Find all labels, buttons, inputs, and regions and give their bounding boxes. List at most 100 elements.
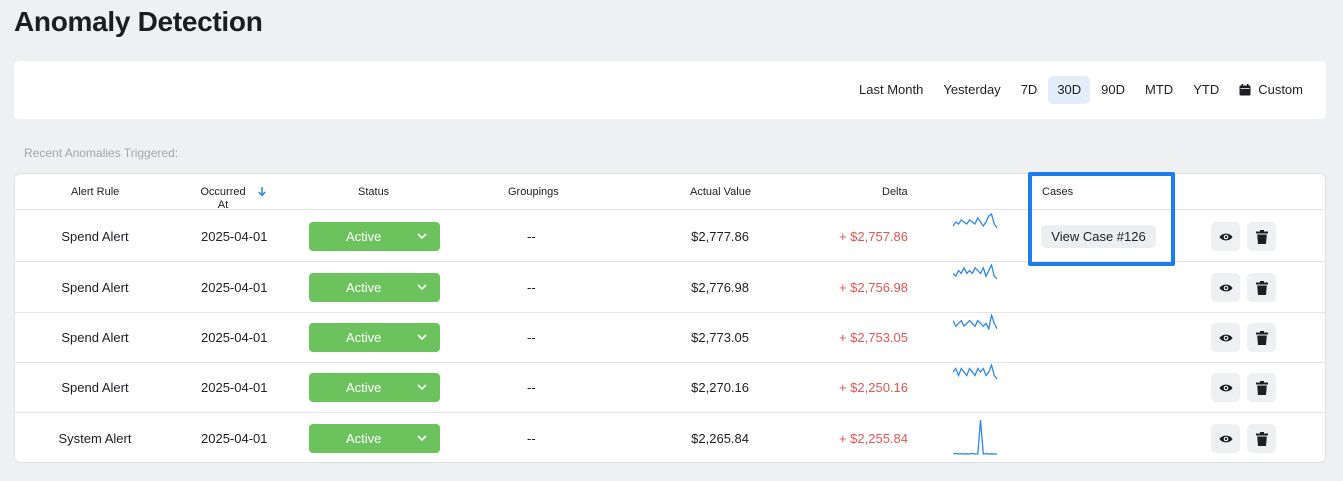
range-7d[interactable]: 7D bbox=[1020, 82, 1038, 97]
trash-icon bbox=[1255, 380, 1268, 395]
sparkline-line bbox=[953, 264, 997, 280]
sparkline-chart bbox=[953, 364, 997, 380]
chevron-down-icon bbox=[417, 233, 427, 240]
delete-button[interactable] bbox=[1247, 424, 1276, 453]
date-range-selector: Last Month Yesterday 7D 30D 90D MTD YTD … bbox=[850, 75, 1312, 105]
trash-icon bbox=[1255, 431, 1268, 446]
sparkline-line bbox=[953, 364, 997, 380]
delta-cell: + $2,255.84 bbox=[838, 431, 908, 446]
chevron-down-icon bbox=[417, 384, 427, 391]
status-label: Active bbox=[346, 431, 382, 446]
alert-rule-cell: Spend Alert bbox=[61, 330, 129, 345]
view-button[interactable] bbox=[1211, 222, 1240, 251]
range-custom-label: Custom bbox=[1258, 82, 1303, 97]
eye-icon bbox=[1219, 435, 1232, 442]
status-dropdown[interactable]: Active bbox=[309, 273, 440, 302]
actual-value-cell: $2,777.86 bbox=[691, 229, 749, 244]
chevron-down-icon bbox=[417, 435, 427, 442]
table-header: Alert Rule Occurred At Status Groupings … bbox=[15, 174, 1325, 211]
status-label: Active bbox=[346, 280, 382, 295]
eye-icon bbox=[1219, 284, 1232, 291]
status-dropdown[interactable]: Active bbox=[309, 373, 440, 402]
anomalies-table: Alert Rule Occurred At Status Groupings … bbox=[14, 173, 1326, 463]
delete-button[interactable] bbox=[1247, 373, 1276, 402]
section-label: Recent Anomalies Triggered: bbox=[24, 146, 179, 160]
occurred-at-cell: 2025-04-01 bbox=[201, 380, 268, 395]
sparkline-line bbox=[953, 419, 997, 455]
actual-value-cell: $2,773.05 bbox=[691, 330, 749, 345]
delta-cell: + $2,250.16 bbox=[838, 380, 908, 395]
sparkline-line bbox=[953, 213, 997, 229]
sparkline-line bbox=[953, 314, 997, 330]
occurred-at-cell: 2025-04-01 bbox=[201, 431, 268, 446]
table-row: Spend Alert 2025-04-01 Active -- $2,773.05 + … bbox=[15, 312, 1325, 363]
groupings-cell: -- bbox=[527, 431, 536, 446]
trash-icon bbox=[1255, 229, 1268, 244]
occurred-at-cell: 2025-04-01 bbox=[201, 229, 268, 244]
header-occurred-at[interactable]: Occurred At bbox=[200, 186, 246, 211]
occurred-at-cell: 2025-04-01 bbox=[201, 330, 268, 345]
groupings-cell: -- bbox=[527, 280, 536, 295]
status-label: Active bbox=[346, 380, 382, 395]
delta-cell: + $2,757.86 bbox=[838, 229, 908, 244]
status-dropdown[interactable]: Active bbox=[309, 424, 440, 453]
delete-button[interactable] bbox=[1247, 222, 1276, 251]
delete-button[interactable] bbox=[1247, 273, 1276, 302]
trash-icon bbox=[1255, 280, 1268, 295]
range-custom-button[interactable]: Custom bbox=[1230, 76, 1312, 104]
chevron-down-icon bbox=[417, 284, 427, 291]
page-title: Anomaly Detection bbox=[14, 6, 263, 37]
arrow-down-icon[interactable] bbox=[257, 186, 267, 197]
header-alert-rule[interactable]: Alert Rule bbox=[71, 186, 120, 198]
status-dropdown[interactable]: Active bbox=[309, 222, 440, 251]
sparkline-chart bbox=[953, 213, 997, 229]
range-ytd[interactable]: YTD bbox=[1193, 82, 1220, 97]
actual-value-cell: $2,265.84 bbox=[691, 431, 749, 446]
sparkline-chart bbox=[953, 419, 997, 455]
range-yesterday[interactable]: Yesterday bbox=[943, 82, 1001, 97]
range-30d[interactable]: 30D bbox=[1048, 76, 1091, 104]
view-button[interactable] bbox=[1211, 273, 1240, 302]
range-mtd[interactable]: MTD bbox=[1145, 82, 1174, 97]
view-case-button[interactable]: View Case #126 bbox=[1041, 225, 1156, 248]
groupings-cell: -- bbox=[527, 380, 536, 395]
eye-icon bbox=[1219, 233, 1232, 240]
range-90d[interactable]: 90D bbox=[1101, 82, 1126, 97]
delta-cell: + $2,756.98 bbox=[838, 280, 908, 295]
sparkline-chart bbox=[953, 314, 997, 330]
status-label: Active bbox=[346, 229, 382, 244]
view-button[interactable] bbox=[1211, 323, 1240, 352]
calendar-icon bbox=[1239, 84, 1251, 96]
eye-icon bbox=[1219, 384, 1232, 391]
actual-value-cell: $2,270.16 bbox=[691, 380, 749, 395]
table-row: Spend Alert 2025-04-01 Active -- $2,776.98 + … bbox=[15, 262, 1325, 313]
eye-icon bbox=[1219, 334, 1232, 341]
date-range-card: Last Month Yesterday 7D 30D 90D MTD YTD … bbox=[14, 61, 1326, 119]
header-delta[interactable]: Delta bbox=[882, 186, 908, 198]
groupings-cell: -- bbox=[527, 330, 536, 345]
range-last-month[interactable]: Last Month bbox=[859, 82, 924, 97]
status-dropdown[interactable]: Active bbox=[309, 323, 440, 352]
delete-button[interactable] bbox=[1247, 323, 1276, 352]
sparkline-chart bbox=[953, 264, 997, 280]
actual-value-cell: $2,776.98 bbox=[691, 280, 749, 295]
header-groupings[interactable]: Groupings bbox=[508, 186, 559, 198]
status-label: Active bbox=[346, 330, 382, 345]
groupings-cell: -- bbox=[527, 229, 536, 244]
header-status[interactable]: Status bbox=[358, 186, 390, 198]
delta-cell: + $2,753.05 bbox=[838, 330, 908, 345]
view-button[interactable] bbox=[1211, 373, 1240, 402]
header-cases[interactable]: Cases bbox=[1042, 186, 1074, 198]
table-row: Spend Alert 2025-04-01 Active -- $2,270.16 + … bbox=[15, 362, 1325, 413]
trash-icon bbox=[1255, 330, 1268, 345]
view-button[interactable] bbox=[1211, 424, 1240, 453]
chevron-down-icon bbox=[417, 334, 427, 341]
alert-rule-cell: Spend Alert bbox=[61, 380, 129, 395]
occurred-at-cell: 2025-04-01 bbox=[201, 280, 268, 295]
table-row: System Alert 2025-04-01 Active -- $2,265.84 +… bbox=[15, 413, 1325, 462]
header-actual-value[interactable]: Actual Value bbox=[690, 186, 751, 198]
table-row: Spend Alert 2025-04-01 Active -- $2,777.86 + … bbox=[15, 211, 1325, 262]
alert-rule-cell: Spend Alert bbox=[61, 280, 129, 295]
alert-rule-cell: Spend Alert bbox=[61, 229, 129, 244]
alert-rule-cell: System Alert bbox=[58, 431, 132, 446]
